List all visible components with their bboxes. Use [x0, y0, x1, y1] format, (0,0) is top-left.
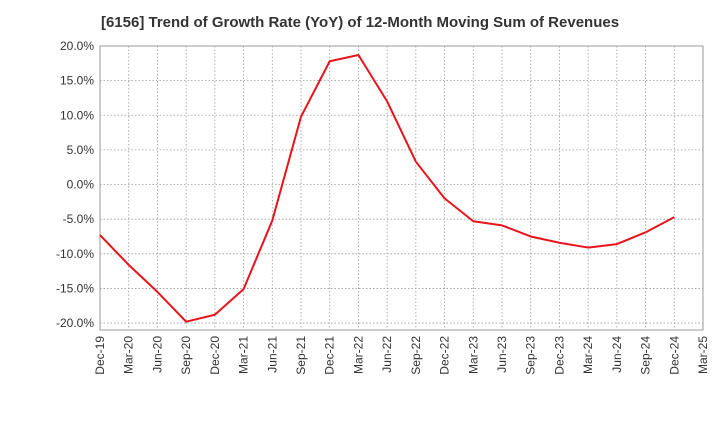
y-tick-label: -10.0% — [56, 247, 94, 261]
x-tick-label: Sep-22 — [409, 336, 423, 375]
y-tick-label: 5.0% — [67, 143, 95, 157]
x-tick-label: Jun-23 — [495, 336, 509, 373]
x-tick-label: Dec-21 — [323, 336, 337, 375]
y-tick-label: 0.0% — [67, 178, 95, 192]
grid-lines — [99, 45, 704, 330]
x-tick-label: Jun-21 — [265, 336, 279, 373]
x-tick-label: Mar-24 — [581, 336, 595, 374]
y-tick-label: -15.0% — [56, 281, 94, 295]
x-tick-label: Mar-23 — [466, 336, 480, 374]
y-tick-label: 20.0% — [60, 39, 94, 53]
x-tick-label: Dec-19 — [93, 336, 107, 375]
x-tick-label: Mar-22 — [351, 336, 365, 374]
x-tick-label: Sep-23 — [524, 336, 538, 375]
y-tick-label: -20.0% — [56, 316, 94, 330]
x-tick-label: Dec-20 — [208, 336, 222, 375]
x-tick-label: Sep-20 — [179, 336, 193, 375]
x-tick-label: Jun-22 — [380, 336, 394, 373]
x-tick-label: Dec-22 — [438, 336, 452, 375]
series-layer — [99, 54, 675, 323]
plot-area — [99, 45, 704, 331]
x-tick-label: Mar-21 — [237, 336, 251, 374]
x-tick-label: Sep-24 — [639, 336, 653, 375]
y-tick-label: -5.0% — [63, 212, 95, 226]
y-tick-label: 10.0% — [60, 108, 94, 122]
chart-title: [6156] Trend of Growth Rate (YoY) of 12-… — [100, 14, 620, 31]
x-tick-label: Jun-24 — [610, 336, 624, 373]
x-axis-ticks: Dec-19 Mar-20 Jun-20 Sep-20 Dec-20 Mar-21 Jun-… — [93, 336, 710, 375]
x-tick-label: Mar-20 — [122, 336, 136, 374]
x-tick-label: Dec-24 — [667, 336, 681, 375]
x-tick-label: Dec-23 — [552, 336, 566, 375]
y-tick-label: 15.0% — [60, 74, 94, 88]
y-axis-ticks: 20.0% 15.0% 10.0% 5.0% 0.0% -5.0% -10.0% -15.0%… — [56, 39, 94, 330]
x-tick-label: Sep-21 — [294, 336, 308, 375]
x-tick-label: Mar-25 — [696, 336, 710, 374]
x-tick-label: Jun-20 — [150, 336, 164, 373]
